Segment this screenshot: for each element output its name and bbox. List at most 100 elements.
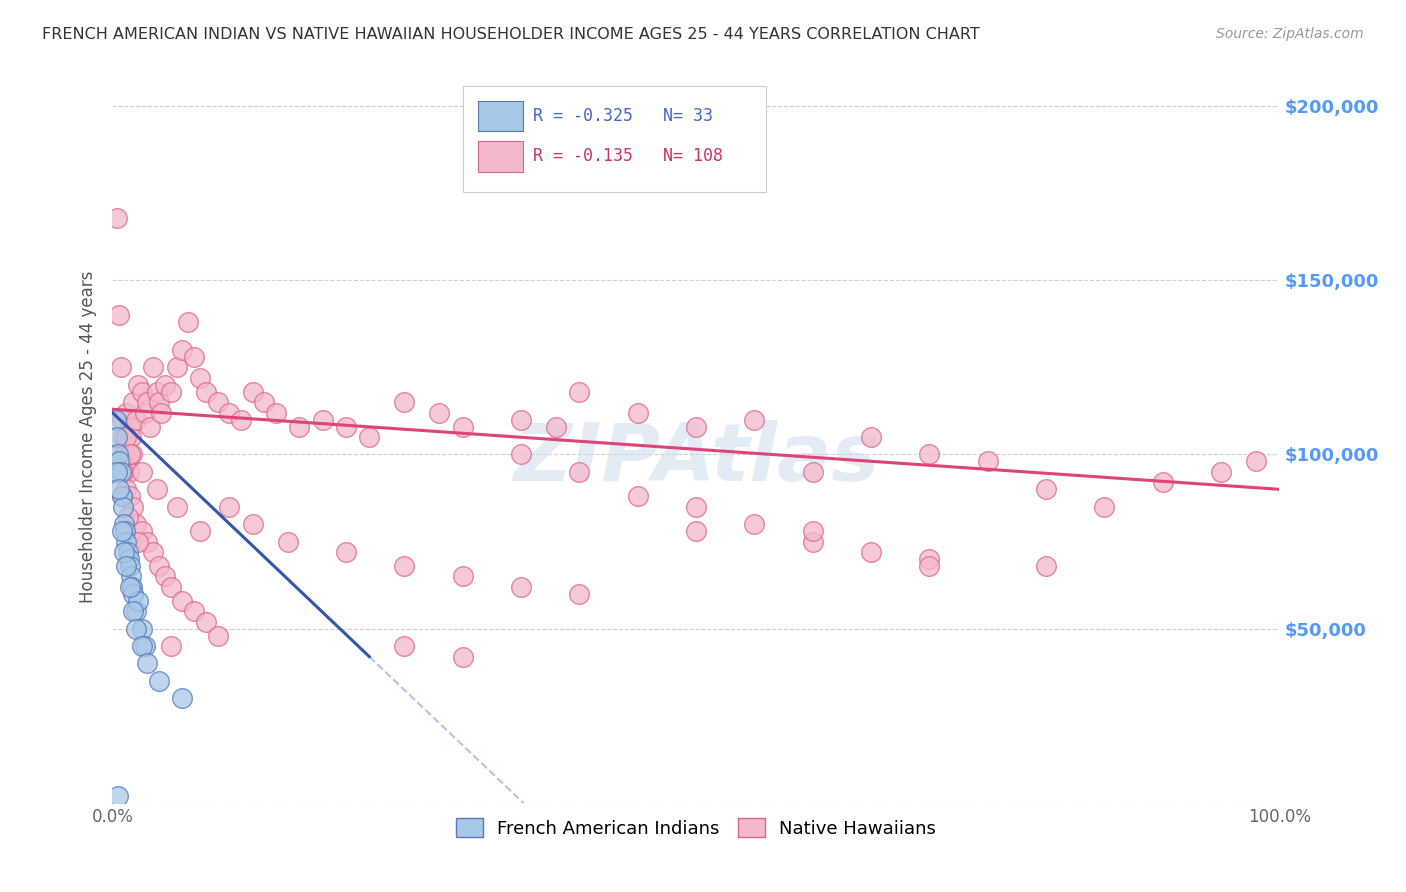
Point — [242, 517, 264, 532]
Point — [117, 545, 139, 559]
Point — [1152, 475, 1174, 490]
Point — [115, 534, 138, 549]
Point — [115, 483, 138, 497]
Point — [918, 558, 941, 573]
Text: R = -0.325   N= 33: R = -0.325 N= 33 — [533, 107, 713, 125]
Point — [125, 604, 148, 618]
Point — [112, 441, 135, 455]
Point — [104, 412, 127, 426]
Point — [744, 517, 766, 532]
Point — [127, 534, 149, 549]
Point — [509, 448, 531, 462]
Point — [127, 594, 149, 608]
Point — [115, 406, 138, 420]
Point — [568, 465, 591, 479]
Point — [111, 412, 134, 426]
Point — [117, 454, 139, 468]
Text: FRENCH AMERICAN INDIAN VS NATIVE HAWAIIAN HOUSEHOLDER INCOME AGES 25 - 44 YEARS : FRENCH AMERICAN INDIAN VS NATIVE HAWAIIA… — [42, 27, 980, 42]
Point — [112, 545, 135, 559]
Point — [311, 412, 333, 426]
Point — [121, 448, 143, 462]
Point — [335, 419, 357, 434]
Point — [172, 691, 194, 706]
Point — [134, 406, 156, 420]
Y-axis label: Householder Income Ages 25 - 44 years: Householder Income Ages 25 - 44 years — [79, 271, 97, 603]
Point — [111, 465, 134, 479]
Point — [125, 622, 148, 636]
Point — [627, 406, 650, 420]
Point — [359, 430, 381, 444]
Point — [117, 510, 139, 524]
Point — [108, 483, 131, 497]
Point — [253, 395, 276, 409]
Point — [110, 360, 132, 375]
Point — [207, 395, 229, 409]
Point — [108, 454, 131, 468]
Point — [136, 657, 159, 671]
Point — [105, 430, 128, 444]
Point — [160, 580, 183, 594]
Point — [1094, 500, 1116, 514]
Point — [1244, 454, 1267, 468]
Point — [451, 419, 474, 434]
Point — [451, 649, 474, 664]
Point — [131, 639, 153, 653]
Point — [125, 517, 148, 532]
Point — [111, 489, 134, 503]
Point — [177, 315, 200, 329]
Point — [111, 489, 134, 503]
Point — [188, 371, 211, 385]
Point — [115, 558, 138, 573]
Point — [136, 534, 159, 549]
Point — [207, 629, 229, 643]
Point — [120, 569, 142, 583]
Point — [568, 587, 591, 601]
Point — [111, 524, 134, 538]
Point — [394, 558, 416, 573]
Point — [568, 384, 591, 399]
Point — [544, 419, 567, 434]
Point — [118, 552, 141, 566]
Point — [120, 430, 142, 444]
Point — [111, 500, 134, 514]
FancyBboxPatch shape — [478, 101, 523, 131]
Point — [148, 558, 170, 573]
Point — [183, 604, 205, 618]
Point — [218, 406, 240, 420]
Point — [194, 615, 217, 629]
Point — [148, 673, 170, 688]
Point — [107, 789, 129, 803]
Point — [172, 594, 194, 608]
Point — [112, 517, 135, 532]
Point — [118, 465, 141, 479]
Text: R = -0.135   N= 108: R = -0.135 N= 108 — [533, 147, 723, 165]
Point — [110, 465, 132, 479]
Point — [142, 545, 165, 559]
Point — [121, 580, 143, 594]
Point — [118, 419, 141, 434]
Point — [115, 430, 138, 444]
Text: ZIPAtlas: ZIPAtlas — [513, 420, 879, 498]
Point — [107, 448, 129, 462]
Point — [264, 406, 287, 420]
FancyBboxPatch shape — [478, 141, 523, 171]
Point — [114, 524, 136, 538]
Point — [229, 412, 252, 426]
Point — [105, 211, 128, 225]
Point — [122, 500, 145, 514]
Point — [172, 343, 194, 357]
Point — [1209, 465, 1232, 479]
Point — [118, 580, 141, 594]
Point — [122, 395, 145, 409]
Point — [160, 384, 183, 399]
Point — [131, 622, 153, 636]
Point — [160, 639, 183, 653]
Point — [153, 569, 176, 583]
Point — [114, 448, 136, 462]
Point — [118, 558, 141, 573]
Point — [118, 448, 141, 462]
Point — [125, 412, 148, 426]
Point — [122, 587, 145, 601]
Point — [142, 360, 165, 375]
Point — [183, 350, 205, 364]
